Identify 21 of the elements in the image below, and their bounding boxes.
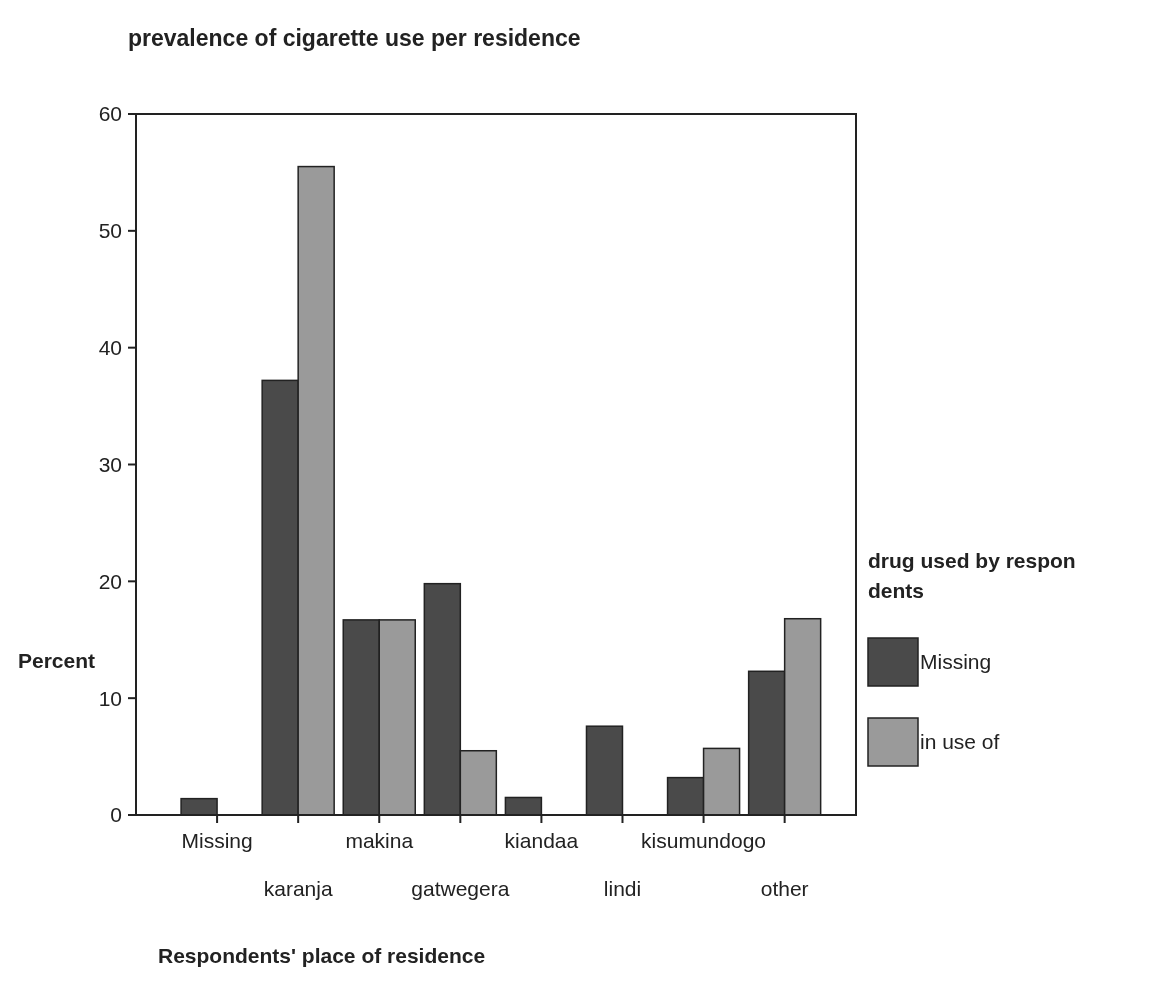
y-tick-label: 30: [98, 452, 122, 476]
legend-label: in use of: [920, 730, 1000, 754]
x-tick-label: lindi: [603, 877, 642, 900]
y-tick-label: 60: [98, 102, 122, 126]
x-tick-label: kisumundogo: [641, 829, 767, 852]
x-tick-label: Missing: [181, 829, 253, 852]
y-tick-label: 10: [98, 686, 122, 710]
x-axis-title: Respondents' place of residence: [158, 944, 486, 967]
x-tick-label: makina: [345, 829, 414, 852]
y-tick-label: 50: [98, 219, 122, 243]
y-axis-title: Percent: [18, 649, 96, 672]
legend-title: drug used by respondents: [868, 549, 1076, 602]
x-tick-label: other: [760, 877, 809, 900]
y-tick-label: 0: [110, 803, 122, 827]
y-tick-label: 40: [98, 336, 122, 360]
chart-title: prevalence of cigarette use per residence: [128, 25, 581, 51]
x-tick-label: gatwegera: [411, 877, 510, 900]
y-tick-label: 20: [98, 569, 122, 593]
x-tick-label: karanja: [263, 877, 333, 900]
x-tick-label: kiandaa: [504, 829, 579, 852]
legend-label: Missing: [920, 650, 992, 674]
